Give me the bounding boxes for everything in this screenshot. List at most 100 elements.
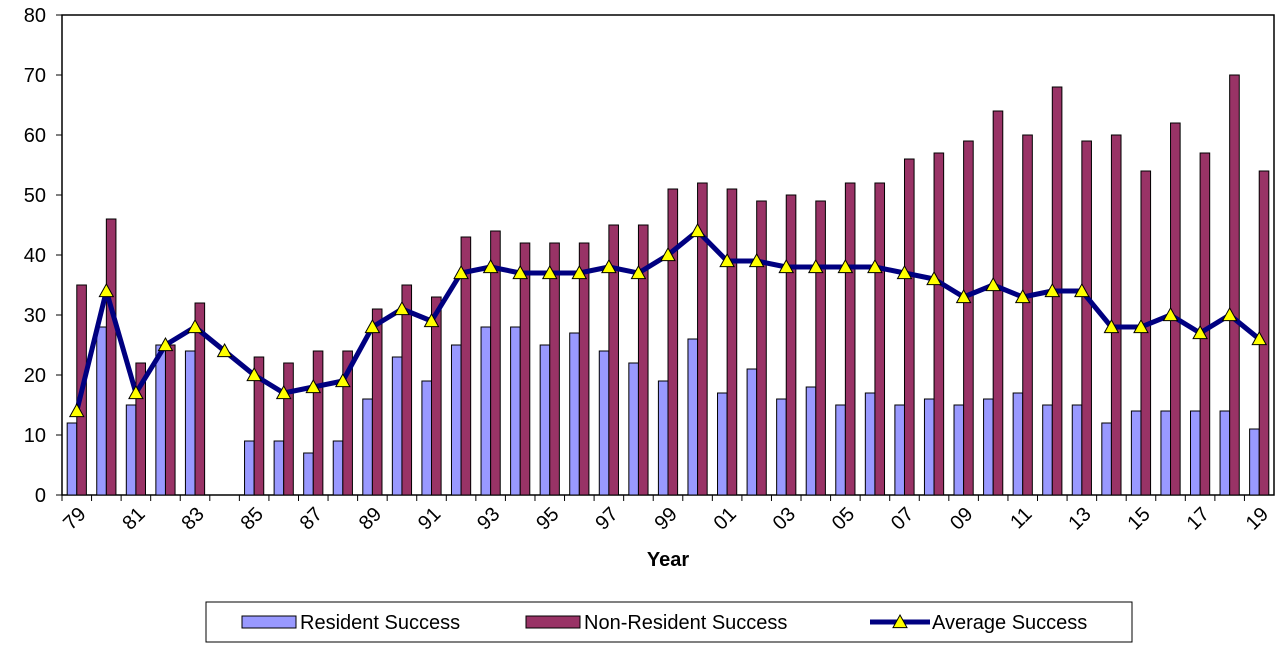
legend-marker bbox=[892, 613, 908, 629]
bar bbox=[874, 182, 886, 496]
bar bbox=[815, 200, 826, 496]
y-tick-label: 20 bbox=[24, 365, 46, 387]
x-tick-label: 15 bbox=[1123, 503, 1154, 534]
x-tick-label: 87 bbox=[296, 503, 327, 534]
bar bbox=[1012, 392, 1024, 496]
marker bbox=[187, 318, 203, 334]
bar bbox=[332, 440, 344, 496]
x-tick-label: 85 bbox=[237, 503, 268, 534]
marker bbox=[98, 282, 115, 298]
marker bbox=[453, 264, 469, 280]
bar bbox=[1258, 170, 1270, 496]
marker bbox=[719, 252, 735, 268]
marker bbox=[571, 264, 588, 280]
bar bbox=[864, 392, 876, 496]
x-tick-label: 03 bbox=[769, 503, 800, 534]
bar bbox=[431, 296, 442, 496]
bar bbox=[657, 380, 669, 496]
marker bbox=[275, 384, 292, 400]
marker bbox=[1044, 282, 1061, 298]
marker bbox=[1221, 306, 1238, 322]
bar bbox=[480, 326, 492, 496]
legend-label: Average Success bbox=[932, 612, 1087, 634]
marker bbox=[423, 312, 440, 328]
bar bbox=[342, 350, 353, 496]
bar bbox=[756, 200, 767, 496]
bar bbox=[1249, 428, 1260, 496]
bar bbox=[510, 326, 521, 496]
bar bbox=[164, 344, 176, 496]
x-tick-label: 81 bbox=[118, 503, 149, 534]
bar bbox=[539, 344, 551, 496]
bar bbox=[835, 404, 846, 496]
bar bbox=[194, 302, 206, 496]
bar bbox=[687, 338, 699, 496]
bar bbox=[460, 236, 472, 496]
bar bbox=[578, 242, 590, 496]
x-tick-label: 19 bbox=[1242, 503, 1273, 534]
marker bbox=[837, 258, 854, 274]
bar bbox=[569, 332, 580, 496]
bar bbox=[923, 398, 935, 496]
marker bbox=[867, 258, 883, 274]
bar bbox=[805, 386, 817, 496]
marker bbox=[896, 264, 913, 280]
bar bbox=[933, 152, 945, 496]
x-axis-title: Year bbox=[647, 549, 689, 571]
bar bbox=[362, 398, 373, 496]
bar bbox=[953, 404, 965, 496]
bar bbox=[1110, 134, 1122, 496]
legend-label: Non-Resident Success bbox=[584, 612, 787, 634]
marker bbox=[305, 378, 322, 394]
x-tick-label: 01 bbox=[710, 503, 741, 534]
marker bbox=[660, 246, 676, 262]
y-tick-label: 80 bbox=[24, 5, 46, 27]
x-tick-label: 05 bbox=[828, 503, 859, 534]
bar bbox=[312, 350, 324, 496]
bar bbox=[1022, 134, 1033, 496]
bar bbox=[549, 242, 560, 496]
bar bbox=[391, 356, 403, 496]
marker bbox=[1162, 306, 1179, 322]
x-tick-label: 99 bbox=[650, 503, 681, 534]
marker bbox=[1133, 318, 1149, 334]
marker bbox=[512, 264, 529, 280]
x-tick-label: 11 bbox=[1006, 503, 1036, 533]
marker bbox=[482, 258, 499, 274]
bar bbox=[903, 158, 915, 496]
bar bbox=[992, 110, 1004, 496]
bar bbox=[125, 404, 137, 496]
marker bbox=[541, 264, 558, 280]
y-tick-label: 0 bbox=[35, 485, 46, 507]
marker bbox=[68, 402, 85, 418]
x-tick-label: 09 bbox=[946, 503, 977, 534]
y-tick-label: 70 bbox=[24, 65, 46, 87]
bar bbox=[253, 356, 265, 496]
bar bbox=[667, 188, 679, 496]
y-tick-label: 50 bbox=[24, 185, 46, 207]
bar bbox=[283, 362, 294, 496]
bar bbox=[105, 218, 117, 496]
bar bbox=[785, 194, 797, 496]
x-tick-label: 83 bbox=[178, 503, 209, 534]
marker bbox=[1014, 288, 1031, 304]
bar bbox=[1219, 410, 1231, 496]
bar bbox=[66, 422, 78, 496]
bar bbox=[1042, 404, 1053, 496]
y-tick-label: 10 bbox=[24, 425, 46, 447]
bar bbox=[96, 326, 107, 496]
marker bbox=[334, 372, 351, 388]
bar bbox=[844, 182, 856, 496]
legend bbox=[205, 601, 1133, 643]
marker bbox=[1103, 318, 1120, 334]
x-tick-label: 89 bbox=[355, 503, 386, 534]
bar bbox=[1189, 410, 1201, 496]
bar bbox=[303, 452, 314, 496]
bar bbox=[1071, 404, 1083, 496]
bar bbox=[983, 398, 994, 496]
bar bbox=[155, 344, 166, 496]
x-tick-label: 79 bbox=[59, 503, 90, 534]
marker bbox=[1074, 282, 1090, 298]
bar bbox=[1130, 410, 1142, 496]
